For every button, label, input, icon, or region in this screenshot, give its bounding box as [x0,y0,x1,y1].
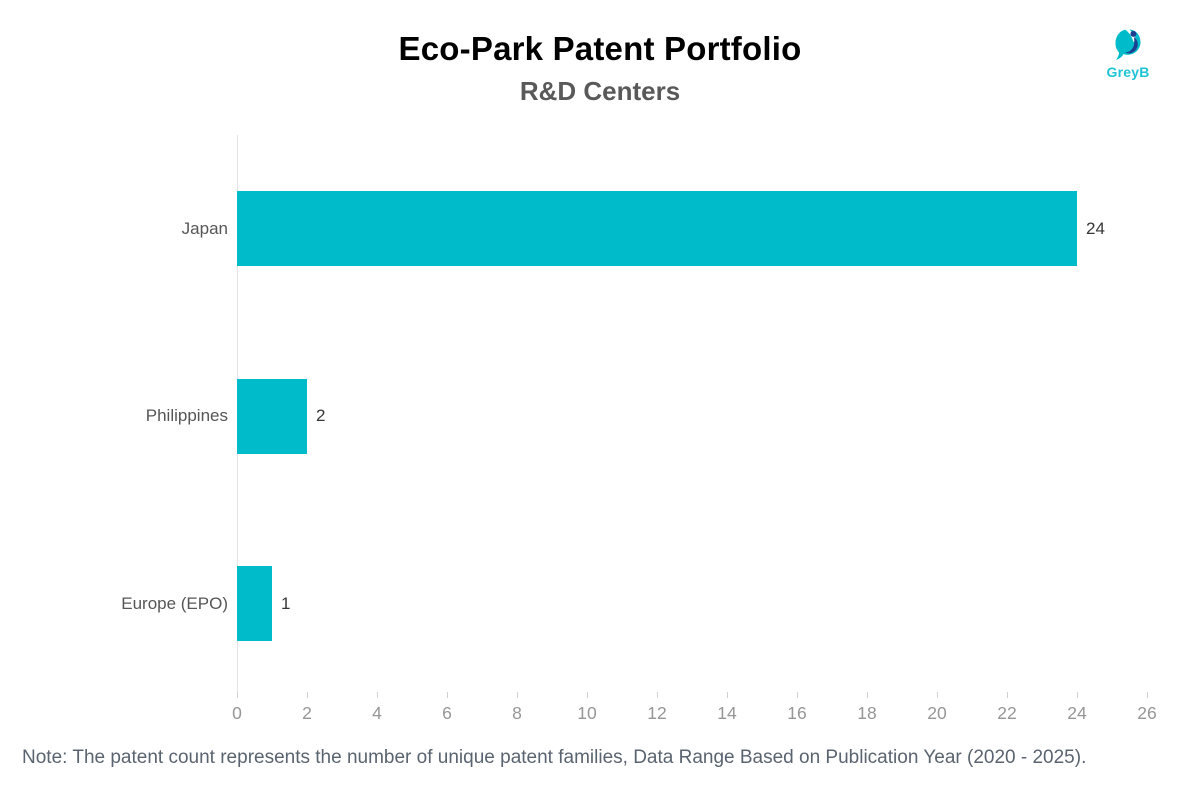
x-axis-tick-label: 20 [927,703,947,723]
x-axis-tick-label: 4 [372,703,382,723]
bar-value-label: 1 [281,593,291,613]
x-axis-tick-mark [867,692,868,698]
x-axis-tick-label: 18 [857,703,877,723]
x-axis-tick-label: 12 [647,703,667,723]
x-axis-tick-label: 26 [1137,703,1157,723]
x-axis-tick-mark [657,692,658,698]
x-axis-tick-label: 8 [512,703,522,723]
x-axis-tick-mark [377,692,378,698]
x-axis-tick-mark [307,692,308,698]
greyb-logo-icon [1115,27,1141,60]
bar-europe-epo[interactable] [237,566,272,642]
chart-title: Eco-Park Patent Portfolio [398,30,802,67]
bar-value-label: 2 [316,406,326,426]
x-axis-tick-mark [937,692,938,698]
x-axis-tick-mark [1077,692,1078,698]
x-axis-tick-mark [797,692,798,698]
x-axis-tick-mark [237,692,238,698]
x-axis-tick-label: 14 [717,703,737,723]
x-axis-tick-mark [587,692,588,698]
x-axis-tick-mark [727,692,728,698]
greyb-logo-text: GreyB [1106,64,1150,80]
greyb-logo: GreyB [1098,26,1158,82]
bar-japan[interactable] [237,191,1077,267]
category-label-japan: Japan [181,218,228,238]
x-axis-tick-label: 22 [997,703,1017,723]
x-axis-tick-label: 10 [577,703,597,723]
chart-subtitle: R&D Centers [519,76,681,106]
x-axis-tick-label: 16 [787,703,807,723]
x-axis-tick-label: 0 [232,703,242,723]
x-axis-tick-mark [447,692,448,698]
bar-philippines[interactable] [237,378,307,454]
bar-value-label: 24 [1086,218,1105,238]
x-axis-tick-label: 2 [302,703,312,723]
category-label-philippines: Philippines [145,406,228,426]
x-axis-tick-label: 24 [1067,703,1087,723]
category-label-europe-epo: Europe (EPO) [121,593,228,613]
x-axis-tick-mark [517,692,518,698]
x-axis-tick-mark [1007,692,1008,698]
x-axis-tick-label: 6 [442,703,452,723]
x-axis-tick-mark [1147,692,1148,698]
footnote: Note: The patent count represents the nu… [22,747,1087,768]
